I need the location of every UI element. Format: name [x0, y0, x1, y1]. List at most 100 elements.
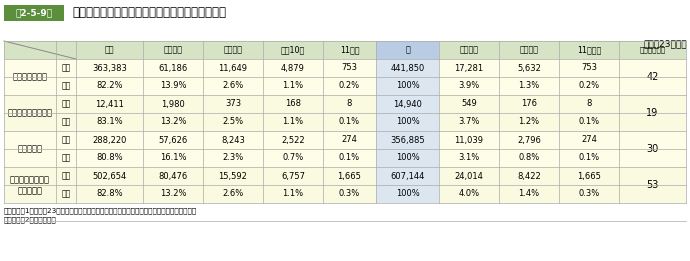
- Text: 274: 274: [342, 135, 357, 145]
- Bar: [376, 185, 439, 203]
- Text: 30: 30: [647, 144, 659, 154]
- Text: 5,632: 5,632: [517, 63, 541, 73]
- Text: 0.1%: 0.1%: [339, 117, 360, 127]
- Text: 13.9%: 13.9%: [160, 81, 186, 91]
- Text: 0.1%: 0.1%: [578, 153, 600, 163]
- Bar: [4, 59, 686, 77]
- Text: 0.2%: 0.2%: [578, 81, 600, 91]
- Text: 0.8%: 0.8%: [518, 153, 540, 163]
- Text: 8,422: 8,422: [517, 171, 541, 181]
- Text: 176: 176: [521, 99, 537, 109]
- Text: 753: 753: [342, 63, 357, 73]
- Text: 2,522: 2,522: [282, 135, 305, 145]
- Text: 61,186: 61,186: [159, 63, 188, 73]
- Text: 0.2%: 0.2%: [339, 81, 360, 91]
- Text: ６回以上: ６回以上: [520, 45, 538, 55]
- Bar: [376, 131, 439, 149]
- Text: 小児傷病者: 小児傷病者: [17, 145, 43, 153]
- Text: 重症以上傷病者: 重症以上傷病者: [12, 73, 48, 81]
- Text: 274: 274: [581, 135, 597, 145]
- Bar: [4, 149, 686, 167]
- Text: 100%: 100%: [395, 153, 420, 163]
- Text: 12,411: 12,411: [95, 99, 124, 109]
- Text: ６～10回: ６～10回: [281, 45, 305, 55]
- Text: 19: 19: [647, 108, 659, 118]
- Text: 8: 8: [586, 99, 592, 109]
- Text: 2.3%: 2.3%: [222, 153, 244, 163]
- Text: 最大照会回数: 最大照会回数: [640, 47, 666, 53]
- Text: 1.1%: 1.1%: [282, 117, 304, 127]
- Text: 13.2%: 13.2%: [160, 189, 186, 199]
- Bar: [376, 41, 439, 59]
- Text: 502,654: 502,654: [92, 171, 127, 181]
- Text: 100%: 100%: [395, 189, 420, 199]
- Bar: [4, 113, 686, 131]
- Text: 8,243: 8,243: [221, 135, 245, 145]
- Text: 1,980: 1,980: [161, 99, 185, 109]
- Bar: [4, 167, 686, 185]
- Bar: [376, 149, 439, 167]
- Text: 計: 計: [405, 45, 410, 55]
- Text: 2.6%: 2.6%: [222, 81, 244, 91]
- Text: 24,014: 24,014: [455, 171, 484, 181]
- Text: 11回以上: 11回以上: [577, 45, 601, 55]
- Text: 割合: 割合: [61, 189, 70, 199]
- Text: 3.1%: 3.1%: [458, 153, 480, 163]
- Text: 363,383: 363,383: [92, 63, 127, 73]
- Text: 57,626: 57,626: [159, 135, 188, 145]
- Text: 医療機関に受入れの照会を行った回数ごとの件数: 医療機関に受入れの照会を行った回数ごとの件数: [72, 7, 226, 20]
- Text: 753: 753: [581, 63, 597, 73]
- Bar: [376, 113, 439, 131]
- Text: 0.7%: 0.7%: [282, 153, 304, 163]
- Text: 83.1%: 83.1%: [96, 117, 123, 127]
- Text: 288,220: 288,220: [92, 135, 127, 145]
- Text: 件数: 件数: [61, 99, 70, 109]
- Text: 100%: 100%: [395, 117, 420, 127]
- Text: 82.2%: 82.2%: [96, 81, 123, 91]
- Text: 373: 373: [225, 99, 241, 109]
- Text: 11回～: 11回～: [339, 45, 359, 55]
- Text: 42: 42: [647, 72, 659, 82]
- Bar: [376, 77, 439, 95]
- Text: 件数: 件数: [61, 171, 70, 181]
- Bar: [4, 131, 686, 149]
- Bar: [4, 5, 64, 21]
- Text: 1.1%: 1.1%: [282, 81, 304, 91]
- Text: 16.1%: 16.1%: [160, 153, 186, 163]
- Text: 1.2%: 1.2%: [518, 117, 540, 127]
- Text: 割合: 割合: [61, 153, 70, 163]
- Bar: [439, 41, 686, 59]
- Text: 2.5%: 2.5%: [222, 117, 244, 127]
- Text: 2　重複有り。: 2 重複有り。: [4, 216, 57, 223]
- Bar: [4, 95, 686, 113]
- Text: （平成23年中）: （平成23年中）: [643, 39, 687, 48]
- Text: 4,879: 4,879: [281, 63, 305, 73]
- Text: 53: 53: [647, 180, 659, 190]
- Text: 80.8%: 80.8%: [96, 153, 123, 163]
- Text: 441,850: 441,850: [391, 63, 424, 73]
- Text: 8: 8: [347, 99, 352, 109]
- Text: ４～５回: ４～５回: [224, 45, 242, 55]
- Text: 100%: 100%: [395, 81, 420, 91]
- Text: 13.2%: 13.2%: [160, 117, 186, 127]
- Text: 件数: 件数: [61, 135, 70, 145]
- Text: 0.3%: 0.3%: [339, 189, 360, 199]
- Text: 14,940: 14,940: [393, 99, 422, 109]
- Text: 356,885: 356,885: [390, 135, 425, 145]
- Text: 1,665: 1,665: [577, 171, 601, 181]
- Bar: [4, 77, 686, 95]
- Text: 17,281: 17,281: [455, 63, 484, 73]
- Text: 1,665: 1,665: [337, 171, 362, 181]
- Text: 11,649: 11,649: [219, 63, 248, 73]
- Bar: [376, 59, 439, 77]
- Text: 3.7%: 3.7%: [458, 117, 480, 127]
- Text: 1.3%: 1.3%: [518, 81, 540, 91]
- Text: 産科・周産期傷病者: 産科・周産期傷病者: [8, 109, 52, 117]
- Text: 2.6%: 2.6%: [222, 189, 244, 199]
- Text: （備考）　1　「平成23年中の救急搬送における医療機関の受入状況等実態調査」等により作成: （備考） 1 「平成23年中の救急搬送における医療機関の受入状況等実態調査」等に…: [4, 207, 197, 213]
- Text: 607,144: 607,144: [391, 171, 424, 181]
- Text: 168: 168: [285, 99, 301, 109]
- Text: 0.3%: 0.3%: [578, 189, 600, 199]
- Text: 1.4%: 1.4%: [518, 189, 540, 199]
- Text: 11,039: 11,039: [455, 135, 484, 145]
